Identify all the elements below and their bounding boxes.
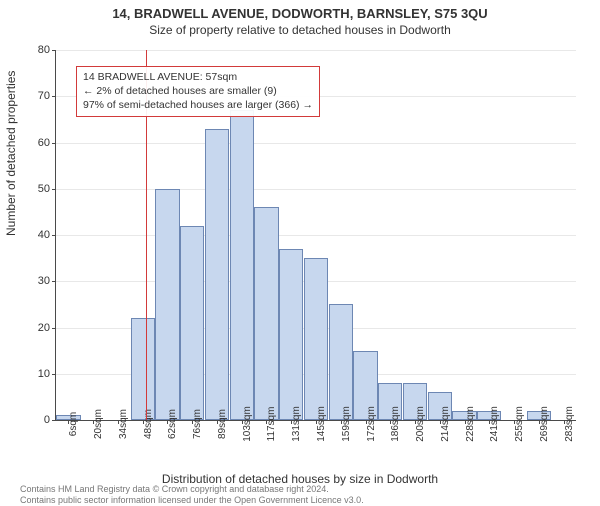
ytick-label: 80 xyxy=(38,44,50,56)
xtick-label: 214sqm xyxy=(440,406,451,442)
xtick-label: 145sqm xyxy=(316,406,327,442)
y-axis-label: Number of detached properties xyxy=(4,71,18,236)
gridline xyxy=(56,50,576,51)
xtick-label: 76sqm xyxy=(192,409,203,439)
histogram-bar xyxy=(254,207,278,420)
xtick-label: 131sqm xyxy=(291,406,302,442)
histogram-bar xyxy=(155,189,179,420)
histogram-bar xyxy=(205,129,229,420)
xtick-label: 241sqm xyxy=(489,406,500,442)
ytick-mark xyxy=(52,328,56,329)
ytick-mark xyxy=(52,420,56,421)
xtick-label: 89sqm xyxy=(217,409,228,439)
xtick-label: 269sqm xyxy=(539,406,550,442)
xtick-label: 103sqm xyxy=(242,406,253,442)
chart-title: 14, BRADWELL AVENUE, DODWORTH, BARNSLEY,… xyxy=(0,6,600,21)
chart-subtitle: Size of property relative to detached ho… xyxy=(0,23,600,37)
ytick-label: 20 xyxy=(38,322,50,334)
xtick-label: 255sqm xyxy=(514,406,525,442)
ytick-label: 0 xyxy=(44,414,50,426)
ytick-label: 70 xyxy=(38,90,50,102)
footnote-line1: Contains HM Land Registry data © Crown c… xyxy=(20,484,364,494)
xtick-label: 200sqm xyxy=(415,406,426,442)
plot-area: 010203040506070806sqm20sqm34sqm48sqm62sq… xyxy=(55,50,576,421)
xtick-label: 48sqm xyxy=(143,409,154,439)
annotation-line1: 14 BRADWELL AVENUE: 57sqm xyxy=(83,70,313,84)
xtick-label: 117sqm xyxy=(266,407,277,442)
histogram-bar xyxy=(180,226,204,420)
xtick-label: 20sqm xyxy=(93,409,104,439)
gridline xyxy=(56,235,576,236)
ytick-mark xyxy=(52,96,56,97)
xtick-label: 186sqm xyxy=(390,406,401,442)
histogram-bar xyxy=(230,110,254,420)
annotation-line3: 97% of semi-detached houses are larger (… xyxy=(83,98,313,112)
xtick-label: 159sqm xyxy=(341,406,352,442)
ytick-label: 50 xyxy=(38,183,50,195)
ytick-mark xyxy=(52,50,56,51)
ytick-mark xyxy=(52,235,56,236)
ytick-mark xyxy=(52,281,56,282)
footnote: Contains HM Land Registry data © Crown c… xyxy=(20,484,364,505)
histogram-bar xyxy=(131,318,155,420)
ytick-label: 40 xyxy=(38,229,50,241)
histogram-bar xyxy=(304,258,328,420)
ytick-label: 10 xyxy=(38,368,50,380)
ytick-label: 60 xyxy=(38,137,50,149)
ytick-mark xyxy=(52,143,56,144)
ytick-mark xyxy=(52,189,56,190)
xtick-label: 283sqm xyxy=(564,406,575,442)
xtick-label: 34sqm xyxy=(118,409,129,439)
annotation-box: 14 BRADWELL AVENUE: 57sqm← 2% of detache… xyxy=(76,66,320,117)
histogram-bar xyxy=(329,304,353,420)
xtick-label: 228sqm xyxy=(465,406,476,442)
annotation-line2: ← 2% of detached houses are smaller (9) xyxy=(83,84,313,98)
histogram-bar xyxy=(279,249,303,420)
ytick-mark xyxy=(52,374,56,375)
gridline xyxy=(56,189,576,190)
gridline xyxy=(56,143,576,144)
xtick-label: 6sqm xyxy=(68,412,79,436)
ytick-label: 30 xyxy=(38,275,50,287)
xtick-label: 62sqm xyxy=(167,409,178,439)
xtick-label: 172sqm xyxy=(366,406,377,442)
